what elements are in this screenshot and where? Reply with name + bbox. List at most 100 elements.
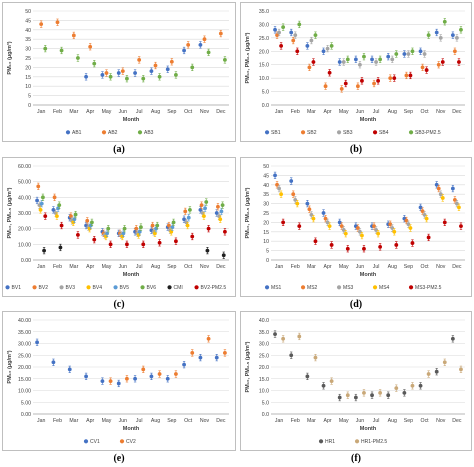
x-tick-label: Apr bbox=[324, 264, 332, 270]
data-point-sb3-pm2-5 bbox=[378, 57, 383, 62]
x-tick-label: Jul bbox=[136, 418, 143, 424]
data-point-bv5 bbox=[105, 231, 109, 236]
data-point-ms3-pm2-5 bbox=[426, 235, 431, 240]
x-tick-label: Jun bbox=[356, 109, 364, 115]
y-tick-label: 25.0 bbox=[259, 36, 269, 42]
data-point-bv6 bbox=[171, 220, 176, 225]
x-tick-label: May bbox=[102, 109, 112, 115]
x-tick-label: Mar bbox=[307, 264, 316, 270]
data-point-cv2 bbox=[141, 367, 146, 372]
data-point-sb2 bbox=[420, 65, 425, 70]
x-axis-label: Month bbox=[123, 117, 140, 123]
x-tick-label: Jul bbox=[373, 418, 380, 424]
x-tick-label: Apr bbox=[86, 109, 94, 115]
x-tick-label: Aug bbox=[388, 418, 397, 424]
y-tick-label: 10.00 bbox=[18, 242, 31, 248]
y-tick-label: 0.0 bbox=[262, 103, 269, 109]
y-tick-label: 5 bbox=[28, 94, 31, 100]
data-point-sb1 bbox=[289, 30, 294, 35]
y-tick-label: 15.0 bbox=[259, 63, 269, 69]
data-point-cv2 bbox=[206, 336, 211, 341]
x-tick-label: Aug bbox=[151, 264, 160, 270]
x-tick-label: Sep bbox=[404, 109, 413, 115]
data-point-bv2-pm2-5 bbox=[92, 237, 97, 242]
data-point-cv1 bbox=[182, 362, 186, 367]
data-point-ms1 bbox=[273, 173, 277, 178]
x-tick-label: Jan bbox=[37, 264, 45, 270]
legend-label: SB1 bbox=[271, 130, 281, 136]
data-point-ab3 bbox=[125, 76, 129, 81]
data-point-sb3 bbox=[455, 35, 459, 40]
legend-label: AB3 bbox=[144, 130, 154, 136]
y-tick-label: 25 bbox=[263, 211, 269, 217]
legend-marker bbox=[336, 130, 342, 135]
y-tick-label: 25 bbox=[25, 56, 31, 62]
legend-label: BV2-PM2.5 bbox=[201, 285, 227, 291]
legend-marker bbox=[264, 130, 270, 135]
legend-label: SB4 bbox=[379, 130, 389, 136]
data-point-ms4 bbox=[424, 216, 429, 221]
data-point-bv6 bbox=[57, 203, 62, 208]
y-axis-label: PM₁₀, PM₂.₅ (μg/m³) bbox=[244, 341, 251, 392]
data-point-ab3 bbox=[43, 46, 48, 51]
y-tick-label: 15 bbox=[263, 230, 269, 236]
y-tick-label: 10.0 bbox=[259, 389, 269, 395]
y-axis-label: PM₁₀, PM₂.₅ (μg/m³) bbox=[244, 187, 251, 238]
data-point-bv2-pm2-5 bbox=[206, 226, 211, 231]
data-point-hr1 bbox=[450, 336, 455, 341]
data-point-bv6 bbox=[188, 207, 192, 212]
data-point-ms3 bbox=[374, 228, 378, 232]
data-point-bv2-pm2-5 bbox=[157, 240, 162, 245]
y-tick-label: 0 bbox=[28, 103, 31, 109]
data-point-ab3 bbox=[76, 56, 80, 60]
data-point-ms3 bbox=[341, 228, 346, 232]
data-point-sb1 bbox=[353, 57, 358, 62]
x-tick-label: Nov bbox=[436, 109, 446, 115]
x-tick-label: Jun bbox=[119, 418, 127, 424]
data-point-ms3 bbox=[406, 222, 411, 227]
data-point-ms4 bbox=[311, 216, 316, 221]
data-point-cv1 bbox=[116, 381, 121, 386]
data-point-ms3 bbox=[277, 186, 281, 191]
data-point-bv4 bbox=[55, 214, 59, 219]
data-point-bv2 bbox=[199, 203, 204, 208]
data-point-bv6 bbox=[73, 212, 78, 217]
data-point-sb2 bbox=[355, 84, 360, 89]
y-tick-label: 25.00 bbox=[18, 353, 31, 359]
data-point-sb2 bbox=[339, 86, 344, 91]
y-tick-label: 5.00 bbox=[21, 400, 31, 406]
data-point-bv2-pm2-5 bbox=[125, 242, 129, 247]
data-point-sb4 bbox=[327, 70, 332, 75]
panel-label-d: (d) bbox=[349, 299, 363, 310]
data-point-ms3-pm2-5 bbox=[394, 243, 399, 247]
data-point-bv6 bbox=[139, 225, 143, 229]
data-point-sb4 bbox=[392, 76, 397, 81]
data-point-bv1 bbox=[35, 198, 39, 203]
y-tick-label: 10.00 bbox=[18, 389, 31, 395]
y-axis-label: PM₁₀ (μg/m³) bbox=[6, 350, 13, 383]
data-point-bv1 bbox=[214, 211, 219, 215]
y-tick-label: 30.00 bbox=[18, 342, 31, 348]
data-point-bv1 bbox=[198, 207, 203, 212]
legend-label: SB3 bbox=[343, 130, 353, 136]
y-tick-label: 40 bbox=[25, 28, 31, 34]
legend-marker bbox=[318, 439, 324, 444]
data-point-hr1-pm2-5 bbox=[394, 386, 399, 391]
x-tick-label: Sep bbox=[404, 264, 413, 270]
data-point-bv2 bbox=[85, 218, 90, 223]
data-point-ab3 bbox=[141, 76, 146, 81]
data-point-ms2 bbox=[404, 218, 409, 223]
data-point-cv2 bbox=[125, 376, 129, 381]
data-point-cv1 bbox=[133, 376, 137, 381]
chart-svg: 0.0 5.0 10.0 15.0 20.0 25.0 30.0 35.0 Jan Feb Mar A… bbox=[244, 9, 465, 136]
legend-label: CV1 bbox=[90, 439, 100, 445]
data-point-hr1 bbox=[418, 383, 423, 388]
data-point-ms2 bbox=[388, 222, 393, 227]
x-tick-label: Dec bbox=[452, 264, 462, 270]
data-point-ms4 bbox=[457, 205, 461, 210]
y-tick-label: 10 bbox=[263, 239, 269, 245]
x-tick-label: Jan bbox=[275, 109, 283, 115]
data-point-sb2 bbox=[436, 62, 441, 67]
data-point-ab1 bbox=[116, 71, 121, 75]
y-tick-label: 35.0 bbox=[259, 9, 269, 15]
